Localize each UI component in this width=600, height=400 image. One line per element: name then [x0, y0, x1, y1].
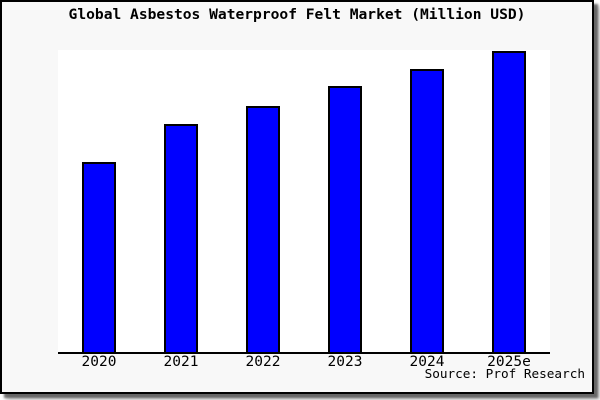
x-axis-labels: 2020 2021 2022 2023 2024 2025e [58, 354, 550, 370]
bar-2022 [246, 106, 280, 352]
x-tick-label: 2020 [81, 354, 117, 370]
bar-slot [304, 50, 386, 352]
bar-slot [222, 50, 304, 352]
chart-title: Global Asbestos Waterproof Felt Market (… [68, 6, 526, 23]
x-tick-label: 2022 [245, 354, 281, 370]
bars-row [58, 50, 550, 352]
bar-slot [58, 50, 140, 352]
bar-2020 [82, 162, 116, 352]
bar-2021 [164, 124, 198, 352]
bar-slot [386, 50, 468, 352]
bar-2025e [492, 51, 526, 352]
plot-area [58, 50, 550, 354]
chart-frame: Global Asbestos Waterproof Felt Market (… [0, 0, 594, 394]
bar-2023 [328, 85, 362, 352]
bar-2024 [410, 69, 444, 352]
bar-slot [468, 50, 550, 352]
x-tick-label: 2021 [163, 354, 199, 370]
x-tick-label: 2024 [409, 354, 445, 370]
source-note: Source: Prof Research [424, 366, 585, 381]
x-tick-label: 2025e [487, 354, 531, 370]
x-tick-label: 2023 [327, 354, 363, 370]
bar-slot [140, 50, 222, 352]
